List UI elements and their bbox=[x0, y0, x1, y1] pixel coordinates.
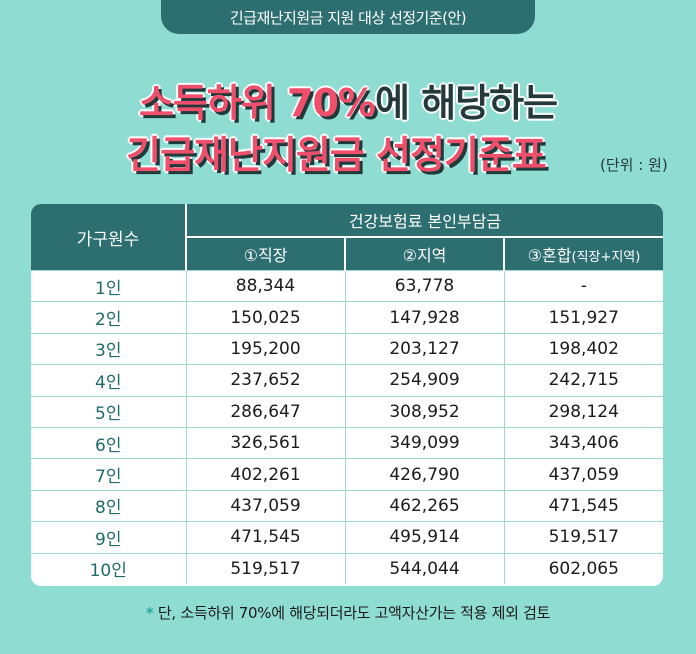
region-cell: 495,914 bbox=[345, 521, 505, 554]
household-cell: 9인 bbox=[31, 521, 187, 554]
title-line-2: 긴급재난지원금 선정기준표 bbox=[126, 133, 547, 177]
work-cell: 402,261 bbox=[186, 458, 346, 491]
region-cell: 462,265 bbox=[345, 489, 505, 522]
household-cell: 10인 bbox=[31, 552, 187, 584]
region-cell: 254,909 bbox=[345, 364, 505, 397]
work-cell: 437,059 bbox=[186, 489, 346, 522]
household-cell: 4인 bbox=[31, 364, 187, 397]
header-tab: 긴급재난지원금 지원 대상 선정기준(안) bbox=[161, 0, 535, 34]
col-region-header: ②지역 bbox=[345, 236, 505, 271]
table-row: 3인 195,200 203,127 198,402 bbox=[31, 332, 663, 365]
mixed-cell: 242,715 bbox=[504, 364, 663, 397]
table-row: 10인 519,517 544,044 602,065 bbox=[31, 552, 663, 584]
work-cell: 150,025 bbox=[186, 301, 346, 334]
household-cell: 7인 bbox=[31, 458, 187, 491]
col-mixed-suffix: (직장+지역) bbox=[571, 250, 641, 265]
work-cell: 195,200 bbox=[186, 332, 346, 365]
col-mixed-header: ③혼합(직장+지역) bbox=[504, 236, 663, 271]
region-cell: 426,790 bbox=[345, 458, 505, 491]
work-cell: 88,344 bbox=[186, 269, 346, 302]
table-row: 2인 150,025 147,928 151,927 bbox=[31, 301, 663, 334]
work-cell: 237,652 bbox=[186, 364, 346, 397]
col-mixed-label: ③혼합 bbox=[527, 246, 572, 265]
mixed-cell: 198,402 bbox=[504, 332, 663, 365]
title-line-1: 소득하위 70%에 해당하는 bbox=[0, 72, 696, 127]
mixed-cell: 298,124 bbox=[504, 395, 663, 428]
mixed-cell: 151,927 bbox=[504, 301, 663, 334]
table-row: 9인 471,545 495,914 519,517 bbox=[31, 521, 663, 554]
col-work-header: ①직장 bbox=[186, 236, 346, 271]
work-cell: 286,647 bbox=[186, 395, 346, 428]
table-row: 8인 437,059 462,265 471,545 bbox=[31, 489, 663, 522]
household-cell: 2인 bbox=[31, 301, 187, 334]
work-cell: 519,517 bbox=[186, 552, 346, 584]
mixed-cell: 471,545 bbox=[504, 489, 663, 522]
table-row: 1인 88,344 63,778- bbox=[31, 269, 663, 302]
household-cell: 1인 bbox=[31, 269, 187, 302]
region-cell: 544,044 bbox=[345, 552, 505, 584]
col-group-header: 건강보험료 본인부담금 bbox=[186, 204, 663, 237]
region-cell: 308,952 bbox=[345, 395, 505, 428]
region-cell: 203,127 bbox=[345, 332, 505, 365]
household-cell: 6인 bbox=[31, 426, 187, 459]
work-cell: 326,561 bbox=[186, 426, 346, 459]
region-cell: 147,928 bbox=[345, 301, 505, 334]
mixed-cell: 519,517 bbox=[504, 521, 663, 554]
work-cell: 471,545 bbox=[186, 521, 346, 554]
mixed-cell: 437,059 bbox=[504, 458, 663, 491]
criteria-table: 가구원수 건강보험료 본인부담금 ①직장 ②지역 ③혼합(직장+지역) 1인 88… bbox=[31, 204, 663, 586]
table-row: 5인 286,647 308,952 298,124 bbox=[31, 395, 663, 428]
footnote-text: 단, 소득하위 70%에 해당되더라도 고액자산가는 적용 제외 검토 bbox=[153, 604, 551, 622]
mixed-cell: - bbox=[504, 269, 663, 302]
household-cell: 8인 bbox=[31, 489, 187, 522]
title-accent: 소득하위 70% bbox=[138, 81, 376, 125]
footnote: * 단, 소득하위 70%에 해당되더라도 고액자산가는 적용 제외 검토 bbox=[0, 602, 696, 623]
mixed-cell: 343,406 bbox=[504, 426, 663, 459]
table-row: 6인 326,561 349,099 343,406 bbox=[31, 426, 663, 459]
title-rest: 에 해당하는 bbox=[375, 81, 558, 125]
footnote-marker: * bbox=[145, 604, 154, 622]
table-row: 7인 402,261 426,790 437,059 bbox=[31, 458, 663, 491]
household-cell: 5인 bbox=[31, 395, 187, 428]
region-cell: 349,099 bbox=[345, 426, 505, 459]
table-row: 4인 237,652 254,909 242,715 bbox=[31, 364, 663, 397]
col-household-header: 가구원수 bbox=[31, 204, 187, 271]
mixed-cell: 602,065 bbox=[504, 552, 663, 584]
household-cell: 3인 bbox=[31, 332, 187, 365]
region-cell: 63,778 bbox=[345, 269, 505, 302]
unit-note: (단위 : 원) bbox=[600, 156, 668, 174]
